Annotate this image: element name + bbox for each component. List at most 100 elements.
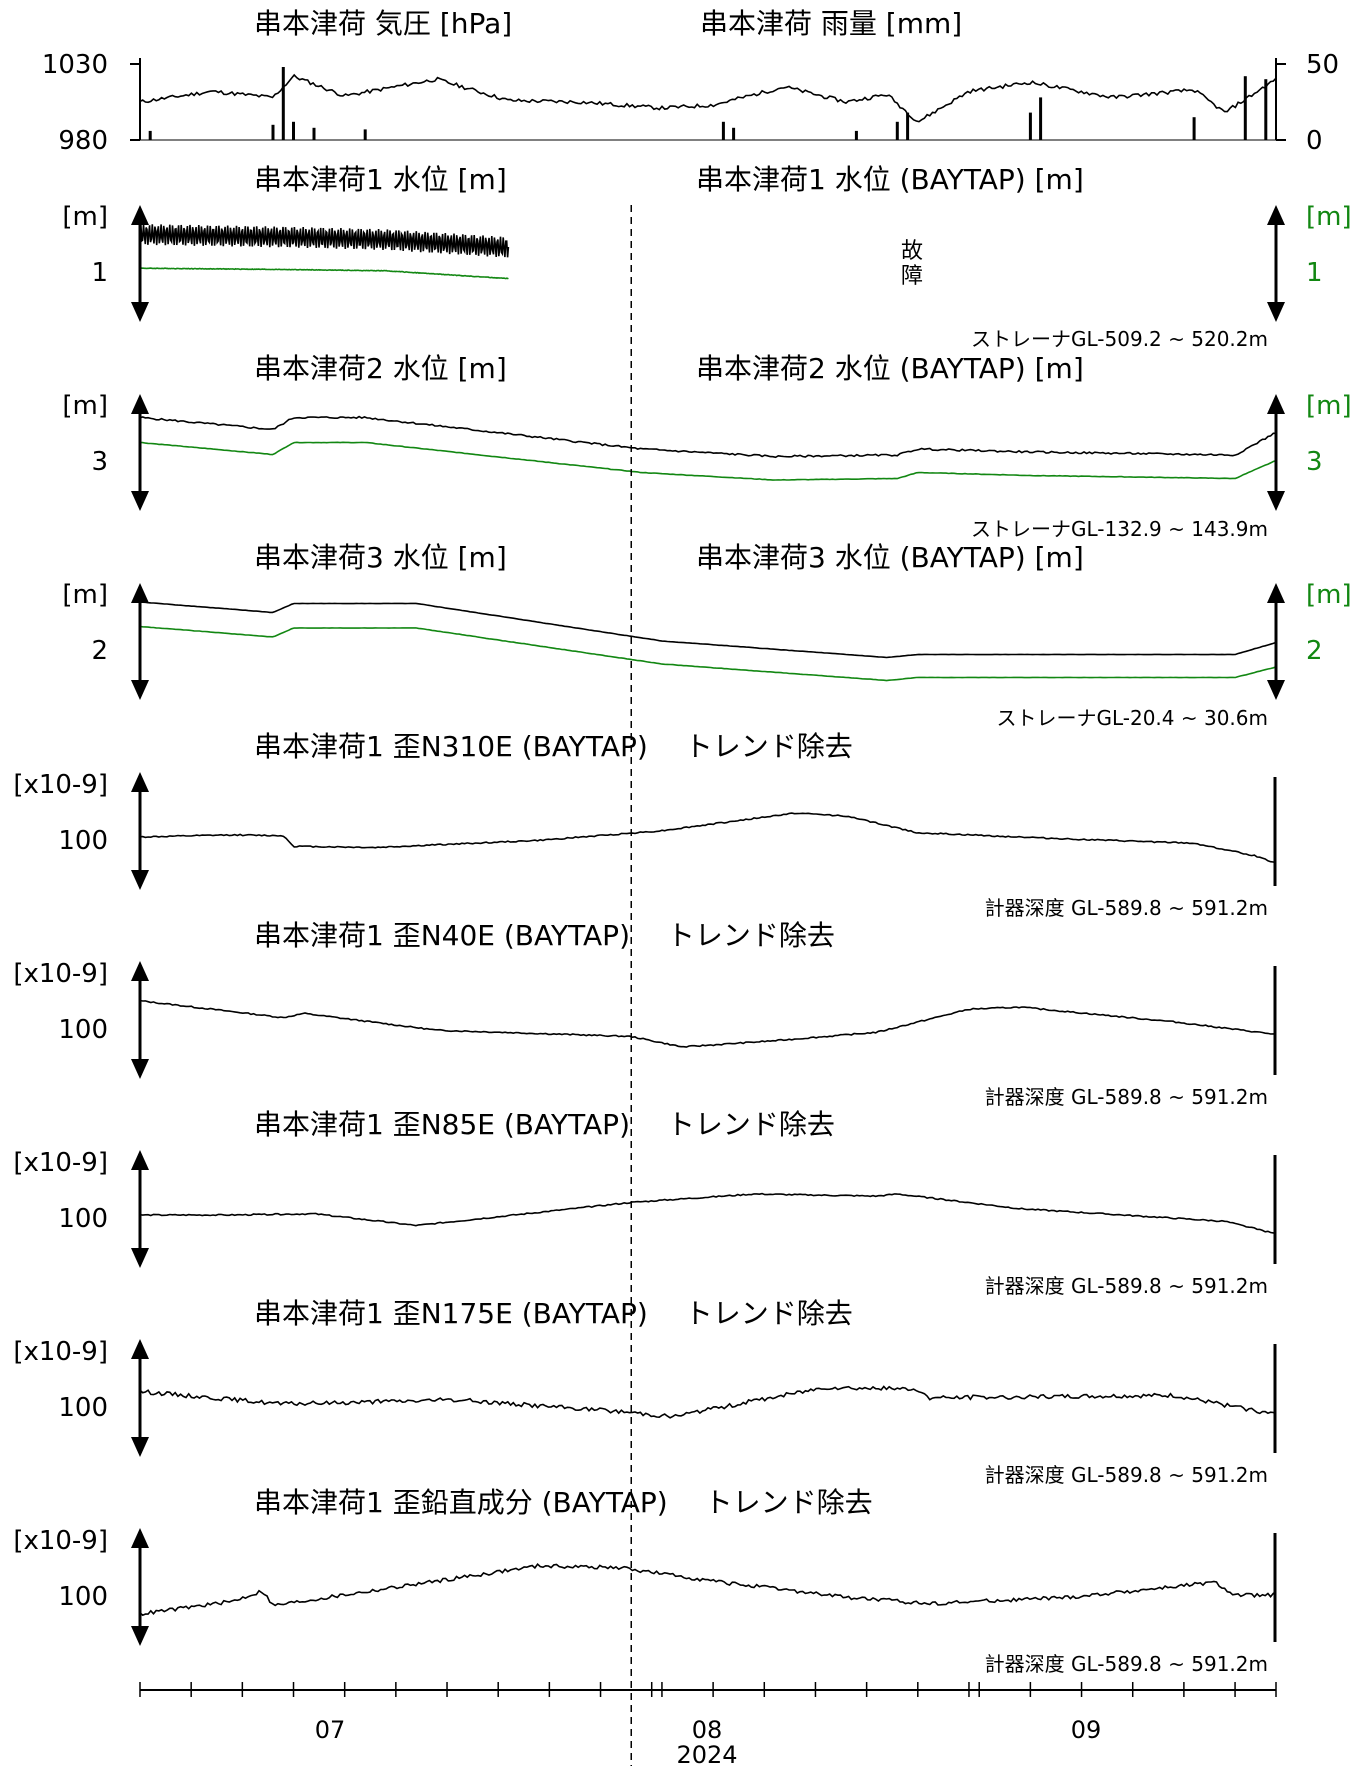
water1-baytap-scale: 1	[1306, 258, 1323, 288]
strain-n40e-axis-down-arrow	[131, 1059, 149, 1079]
rain-bar	[281, 67, 285, 140]
rain-bar	[732, 127, 736, 140]
water1-baytap-line	[139, 267, 509, 280]
water3-left-axis-down-arrow	[131, 680, 149, 700]
rain-bar	[854, 130, 858, 140]
water2-baytap-unit: [m]	[1306, 391, 1352, 421]
strain-n85e-axis-down-arrow	[131, 1248, 149, 1268]
water2-left-axis-up-arrow	[131, 394, 149, 414]
strain-n85e-axis-up-arrow	[131, 1150, 149, 1170]
rain-bar	[895, 121, 899, 140]
rain-bar	[1192, 117, 1196, 140]
strain-n175e-unit: [x10-9]	[13, 1337, 108, 1367]
water1-baytap-unit: [m]	[1306, 202, 1352, 232]
water2-scale: 3	[91, 447, 108, 477]
strain-n85e-title: 串本津荷1 歪N85E (BAYTAP) トレンド除去	[254, 1108, 835, 1141]
rain-title: 串本津荷 雨量 [mm]	[700, 7, 962, 40]
strain-n175e-scale: 100	[58, 1393, 108, 1423]
rain-bar	[721, 121, 725, 140]
strain-n175e-axis-down-arrow	[131, 1437, 149, 1457]
strain-n310e-line	[139, 812, 1277, 864]
rain-bar	[1039, 97, 1043, 140]
strain-n40e-axis-up-arrow	[131, 961, 149, 981]
water1-right-axis-down-arrow	[1267, 302, 1285, 322]
water2-line	[139, 415, 1276, 459]
strain-vertical-axis-down-arrow	[131, 1626, 149, 1646]
strain-n175e-depth-note: 計器深度 GL-589.8 ~ 591.2m	[985, 1463, 1268, 1487]
water3-baytap-title: 串本津荷3 水位 (BAYTAP) [m]	[696, 541, 1084, 574]
water3-title: 串本津荷3 水位 [m]	[254, 541, 507, 574]
pressure-tick-980: 980	[58, 126, 108, 156]
water2-baytap-scale: 3	[1306, 447, 1323, 477]
water1-title: 串本津荷1 水位 [m]	[254, 163, 507, 196]
pressure-title: 串本津荷 気圧 [hPa]	[254, 7, 512, 40]
chart-lines	[139, 73, 1277, 1617]
strain-n310e-scale: 100	[58, 826, 108, 856]
rain-bar	[1028, 112, 1032, 140]
water1-unit: [m]	[62, 202, 108, 232]
water1-right-axis-up-arrow	[1267, 205, 1285, 225]
water1-strainer-note: ストレーナGL-509.2 ~ 520.2m	[971, 327, 1268, 351]
strain-n175e-line	[139, 1385, 1277, 1419]
x-year-label: 2024	[676, 1741, 737, 1766]
water1-left-axis-down-arrow	[131, 302, 149, 322]
strain-n40e-scale: 100	[58, 1015, 108, 1045]
water1-left-axis-up-arrow	[131, 205, 149, 225]
strain-n310e-axis-down-arrow	[131, 870, 149, 890]
water3-scale: 2	[91, 636, 108, 666]
water2-baytap-title: 串本津荷2 水位 (BAYTAP) [m]	[696, 352, 1084, 385]
water3-right-axis-up-arrow	[1267, 583, 1285, 603]
rain-bar	[292, 121, 295, 140]
rain-tick-0: 0	[1306, 126, 1323, 156]
strain-vertical-unit: [x10-9]	[13, 1526, 108, 1556]
rain-bar	[363, 129, 367, 140]
water2-right-axis-down-arrow	[1267, 491, 1285, 511]
x-label-07: 07	[315, 1716, 346, 1744]
water1-baytap-title: 串本津荷1 水位 (BAYTAP) [m]	[696, 163, 1084, 196]
pressure-line	[139, 73, 1277, 123]
strain-n85e-scale: 100	[58, 1204, 108, 1234]
rain-bar	[271, 124, 275, 140]
strain-n40e-depth-note: 計器深度 GL-589.8 ~ 591.2m	[985, 1085, 1268, 1109]
rain-bar	[148, 130, 152, 140]
strain-vertical-axis-up-arrow	[131, 1528, 149, 1548]
water3-right-axis-down-arrow	[1267, 680, 1285, 700]
strain-n310e-unit: [x10-9]	[13, 770, 108, 800]
water2-left-axis-down-arrow	[131, 491, 149, 511]
strain-vertical-title: 串本津荷1 歪鉛直成分 (BAYTAP) トレンド除去	[254, 1486, 873, 1519]
strain-vertical-line	[139, 1563, 1277, 1617]
water1-scale: 1	[91, 258, 108, 288]
x-label-09: 09	[1071, 1716, 1102, 1744]
rain-bar	[1243, 76, 1247, 140]
water3-baytap-line	[139, 625, 1277, 682]
water2-right-axis-up-arrow	[1267, 394, 1285, 414]
strain-n40e-title: 串本津荷1 歪N40E (BAYTAP) トレンド除去	[254, 919, 835, 952]
x-label-08: 08	[692, 1716, 723, 1744]
water3-strainer-note: ストレーナGL-20.4 ~ 30.6m	[996, 706, 1268, 730]
water1-line	[139, 224, 510, 258]
water3-unit: [m]	[62, 580, 108, 610]
water3-baytap-unit: [m]	[1306, 580, 1352, 610]
water1-fault-2: 障	[901, 264, 923, 289]
strain-vertical-scale: 100	[58, 1582, 108, 1612]
strain-n85e-depth-note: 計器深度 GL-589.8 ~ 591.2m	[985, 1274, 1268, 1298]
rain-bar	[1264, 79, 1268, 140]
strain-vertical-depth-note: 計器深度 GL-589.8 ~ 591.2m	[985, 1652, 1268, 1676]
strain-n40e-unit: [x10-9]	[13, 959, 108, 989]
strain-n310e-axis-up-arrow	[131, 772, 149, 792]
strain-n40e-line	[139, 999, 1277, 1048]
rain-tick-50: 50	[1306, 50, 1339, 80]
water3-baytap-scale: 2	[1306, 636, 1323, 666]
strain-n310e-title: 串本津荷1 歪N310E (BAYTAP) トレンド除去	[254, 730, 853, 763]
water3-left-axis-up-arrow	[131, 583, 149, 603]
pressure-tick-1030: 1030	[42, 50, 108, 80]
water2-unit: [m]	[62, 391, 108, 421]
strain-n310e-depth-note: 計器深度 GL-589.8 ~ 591.2m	[985, 896, 1268, 920]
rain-bar	[906, 112, 910, 140]
water2-title: 串本津荷2 水位 [m]	[254, 352, 507, 385]
water3-line	[139, 601, 1277, 659]
rain-bar	[312, 127, 316, 140]
strain-n85e-line	[139, 1192, 1277, 1235]
water1-fault-1: 故	[901, 239, 923, 264]
